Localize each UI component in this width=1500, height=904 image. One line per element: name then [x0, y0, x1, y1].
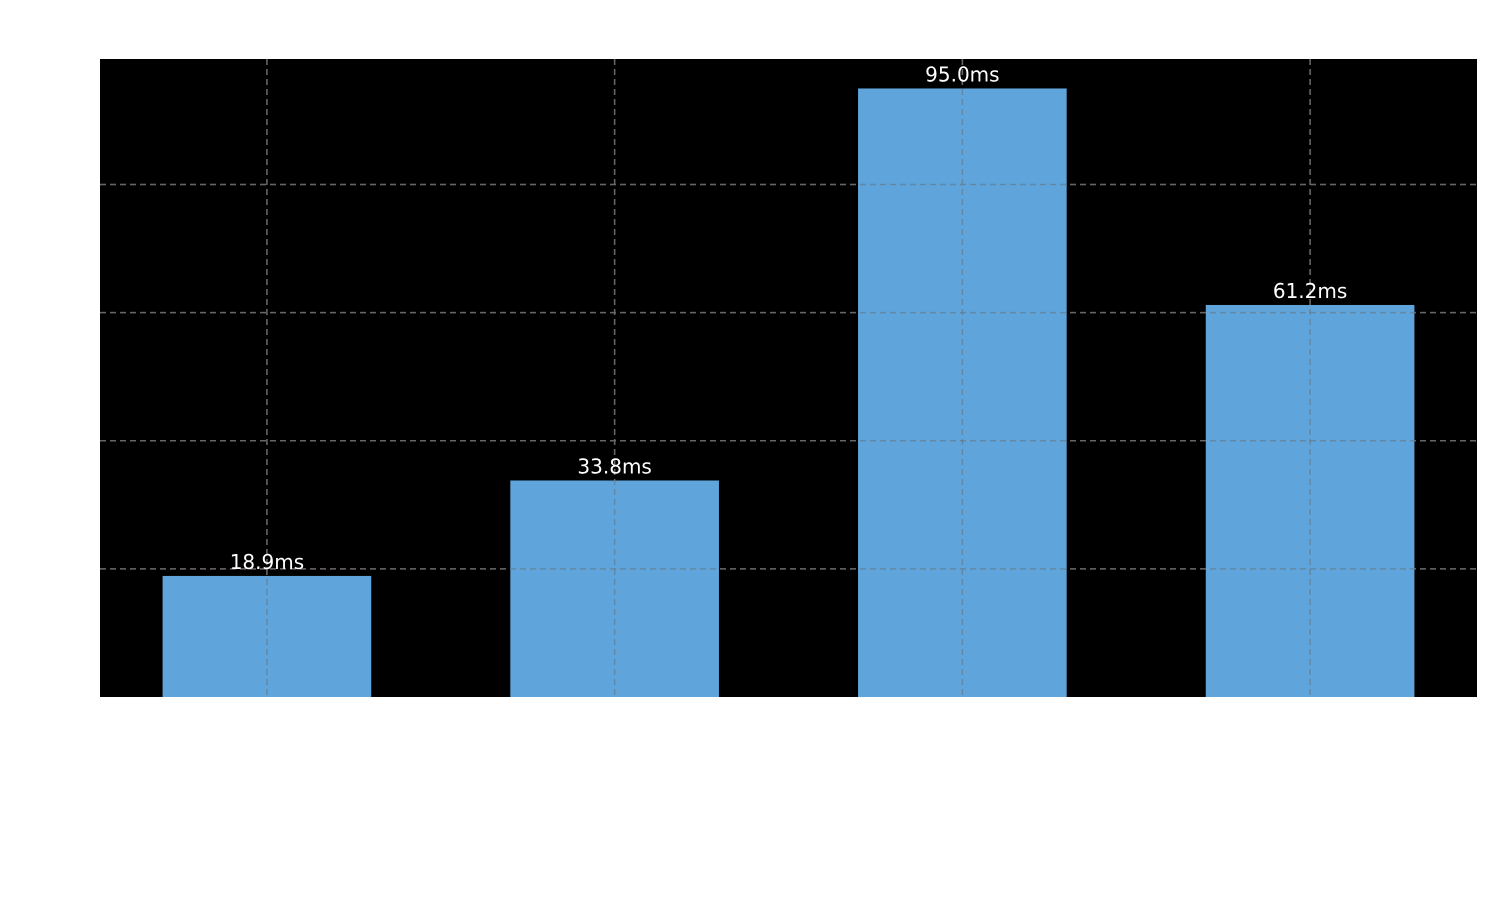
data-label: 95.0ms [925, 62, 999, 86]
bars [162, 88, 1415, 697]
bar [1205, 304, 1415, 697]
data-label: 61.2ms [1273, 279, 1347, 303]
grid-lines-overlay [100, 59, 1477, 697]
data-label: 18.9ms [230, 550, 304, 574]
bar [510, 480, 719, 697]
data-labels: 18.9ms 33.8ms 95.0ms 61.2ms [230, 62, 1348, 573]
bar [162, 575, 372, 697]
bar [858, 88, 1067, 697]
data-label: 33.8ms [577, 454, 651, 478]
